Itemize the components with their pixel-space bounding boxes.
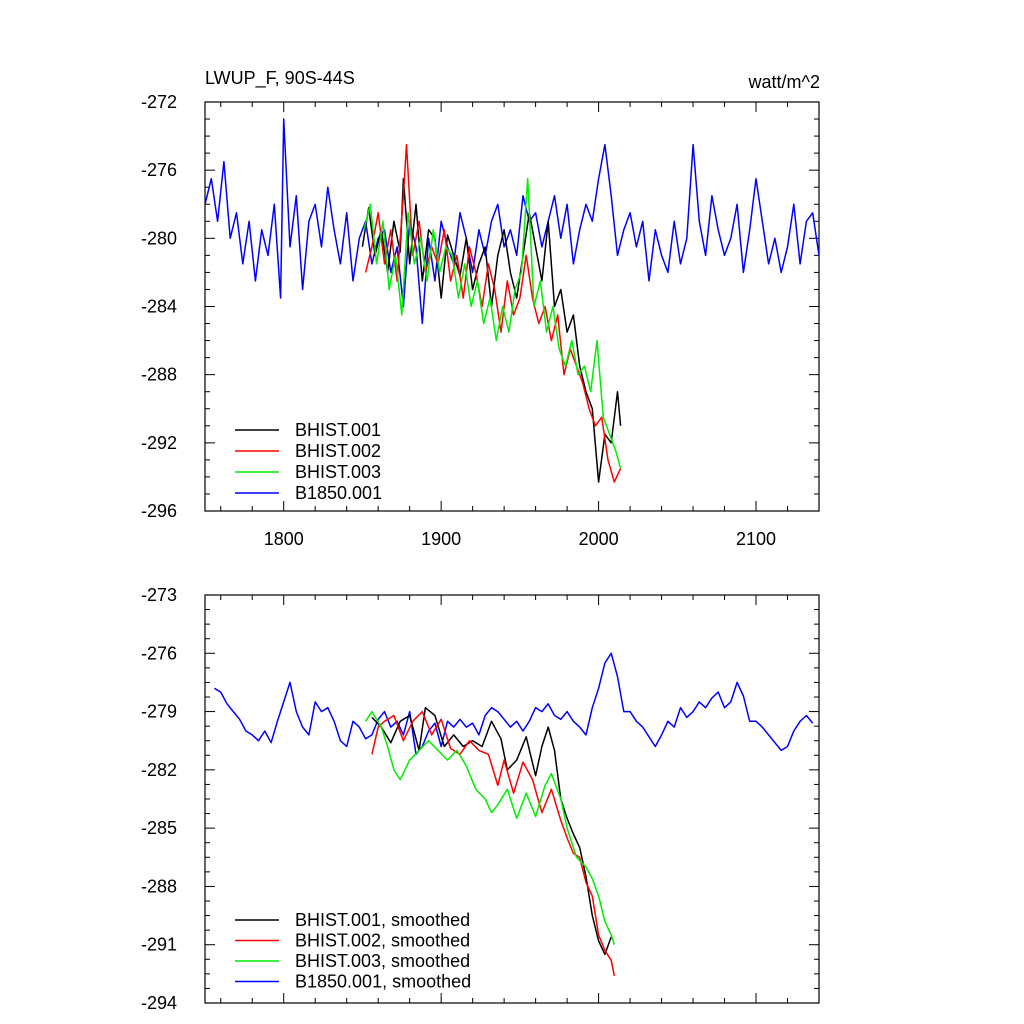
y-tick-label: -276 <box>141 160 177 180</box>
bottom-panel: -273 -276 -279 -282 -285 -288 -291 -294 BHIST.00… <box>141 585 820 1013</box>
y-tick-label: -284 <box>141 297 177 317</box>
legend-label: B1850.001 <box>295 483 382 503</box>
x-tick-label: 1800 <box>264 529 304 549</box>
y-tick-label: -294 <box>141 993 177 1013</box>
y-tick-label: -279 <box>141 702 177 722</box>
legend-label: BHIST.001 <box>295 420 381 440</box>
y-tick-label: -282 <box>141 760 177 780</box>
series-line <box>364 710 616 945</box>
legend-label: BHIST.001, smoothed <box>295 910 470 930</box>
top-panel: LWUP_F, 90S-44S watt/m^2 1800 1900 2000 210… <box>141 68 820 549</box>
chart-units: watt/m^2 <box>748 72 820 92</box>
x-tick-label: 1900 <box>421 529 461 549</box>
chart-title: LWUP_F, 90S-44S <box>205 68 355 89</box>
y-tick-label: -280 <box>141 228 177 248</box>
x-tick-label: 2100 <box>736 529 776 549</box>
legend-label: BHIST.002 <box>295 441 381 461</box>
legend-label: BHIST.002, smoothed <box>295 931 470 951</box>
y-tick-label: -291 <box>141 935 177 955</box>
y-tick-label: -296 <box>141 501 177 521</box>
y-tick-label: -276 <box>141 643 177 663</box>
x-tick-label: 2000 <box>579 529 619 549</box>
series-line <box>371 710 616 976</box>
series-line <box>214 652 814 756</box>
legend-label: BHIST.003 <box>295 462 381 482</box>
y-tick-label: -288 <box>141 876 177 896</box>
y-tick-label: -288 <box>141 365 177 385</box>
legend-label: B1850.001, smoothed <box>295 972 471 992</box>
series-line <box>364 143 622 483</box>
y-tick-label: -272 <box>141 92 177 112</box>
y-tick-label: -292 <box>141 433 177 453</box>
series-line <box>205 118 819 325</box>
y-tick-label: -285 <box>141 818 177 838</box>
legend-label: BHIST.003, smoothed <box>295 951 470 971</box>
series-line <box>363 177 622 469</box>
y-tick-label: -273 <box>141 585 177 605</box>
